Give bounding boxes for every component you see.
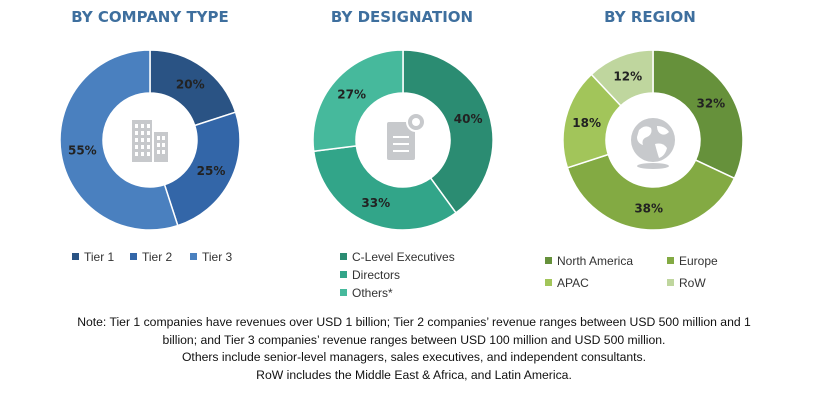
- company-type-donut-chart: 20% 25% 55%: [59, 49, 241, 231]
- globe-icon: [631, 118, 675, 169]
- slice-label-tier-2: 25%: [197, 164, 226, 178]
- region-donut-chart: 32% 38% 18% 12%: [562, 49, 744, 231]
- document-icon: [387, 112, 426, 160]
- legend-label: APAC: [557, 276, 589, 290]
- designation-title: BY DESIGNATION: [330, 8, 474, 26]
- footnote-line: billion; and Tier 3 companies’ revenue r…: [162, 332, 666, 347]
- legend-item-apac: APAC: [545, 276, 589, 290]
- legend-item-europe: Europe: [667, 254, 718, 268]
- slice-label-europe: 38%: [634, 201, 663, 215]
- slice-label-others: 27%: [337, 88, 366, 102]
- legend-swatch: [340, 253, 347, 260]
- legend-swatch: [190, 253, 197, 260]
- legend-label: Tier 3: [202, 250, 233, 264]
- slice-label-tier-3: 55%: [68, 144, 97, 158]
- legend-item-tier-2: Tier 2: [130, 250, 172, 264]
- slice-label-c-level-executives: 40%: [454, 112, 483, 126]
- legend-swatch: [72, 253, 79, 260]
- legend-label: North America: [557, 254, 634, 268]
- slice-label-tier-1: 20%: [176, 78, 205, 92]
- legend-item-north-america: North America: [545, 254, 633, 268]
- legend-item-c-level-executives: C-Level Executives: [340, 250, 455, 264]
- region-title: BY REGION: [604, 8, 696, 26]
- slice-label-north-america: 32%: [696, 96, 725, 110]
- footnote-line: Others include senior-level managers, sa…: [181, 350, 647, 364]
- legend-label: Tier 1: [84, 250, 115, 264]
- building-icon: [132, 120, 168, 162]
- legend-item-row: RoW: [667, 276, 706, 290]
- legend-swatch: [130, 253, 137, 260]
- legend-swatch: [545, 279, 552, 286]
- slice-label-directors: 33%: [361, 196, 390, 210]
- legend-swatch: [340, 289, 347, 296]
- legend-label: RoW: [679, 276, 706, 290]
- legend-item-tier-1: Tier 1: [72, 250, 114, 264]
- slice-europe: [566, 153, 736, 231]
- legend-item-directors: Directors: [340, 268, 400, 282]
- slice-label-apac: 18%: [572, 116, 601, 130]
- legend-label: C-Level Executives: [352, 250, 455, 264]
- legend-item-others: Others*: [340, 286, 393, 300]
- designation-donut-chart: 40% 33% 27%: [312, 49, 494, 231]
- legend-label: Europe: [679, 254, 718, 268]
- legend-label: Tier 2: [142, 250, 173, 264]
- legend-swatch: [340, 271, 347, 278]
- slice-directors: [312, 145, 457, 231]
- footnote: Note: Tier 1 companies have revenues ove…: [0, 314, 828, 384]
- legend-item-tier-3: Tier 3: [190, 250, 232, 264]
- legend-label: Directors: [352, 268, 401, 282]
- footnote-line: RoW includes the Middle East & Africa, a…: [256, 367, 572, 382]
- legend-swatch: [545, 257, 552, 264]
- slice-label-row: 12%: [613, 69, 642, 83]
- company-type-title: BY COMPANY TYPE: [71, 8, 229, 26]
- legend-label: Others*: [352, 286, 393, 300]
- legend-swatch: [667, 279, 674, 286]
- footnote-line: Note: Tier 1 companies have revenues ove…: [77, 315, 751, 329]
- legend-swatch: [667, 257, 674, 264]
